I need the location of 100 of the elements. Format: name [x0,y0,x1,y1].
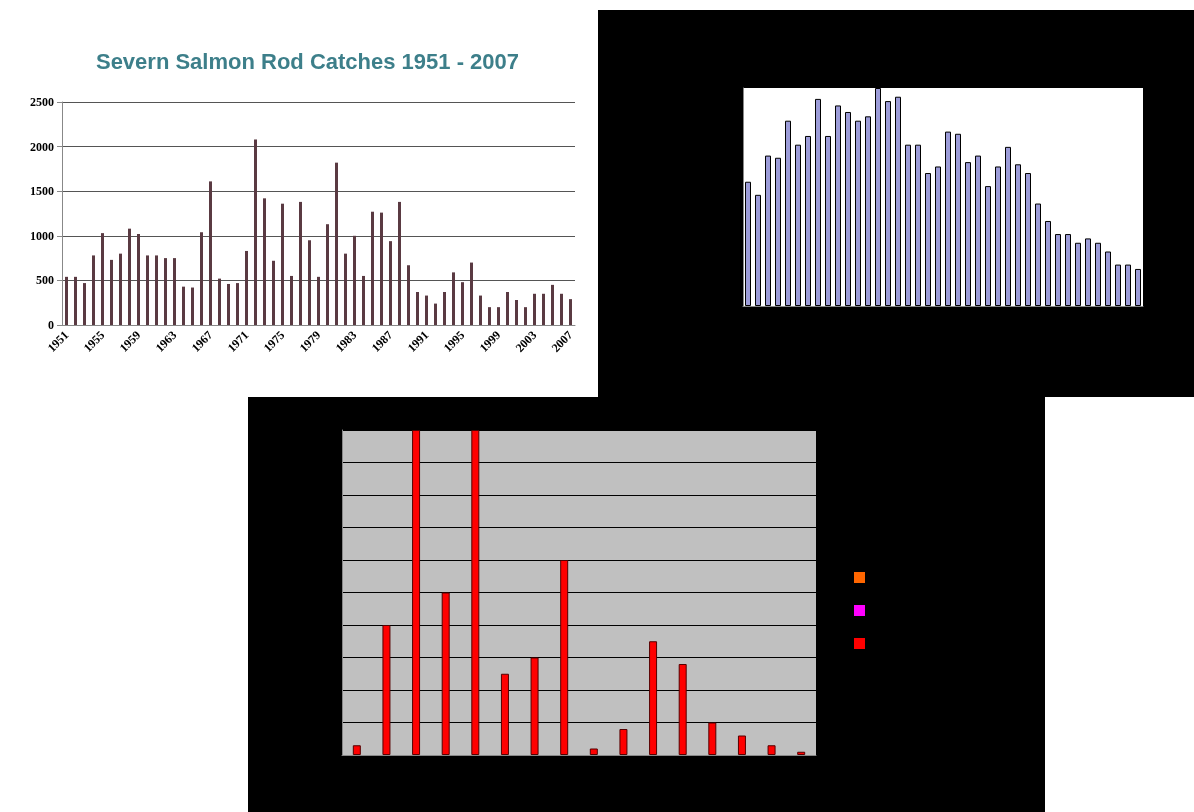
bar [1135,268,1141,306]
y-tick-label: 0 [48,318,54,332]
bar [416,292,419,325]
bar [795,144,801,306]
bar [506,292,509,325]
bar [865,116,871,306]
bar [1055,234,1061,306]
bar [227,283,230,325]
bar [245,250,248,325]
bar [825,135,831,306]
bar [146,255,149,325]
bar [471,430,480,755]
bar [164,258,167,325]
bar [1125,264,1131,306]
bar [470,262,473,325]
bar [371,211,374,325]
bar [173,258,176,325]
bar [845,111,851,306]
bar [835,105,841,306]
bar [317,276,320,325]
bar [434,303,437,325]
bar [335,162,338,325]
bar [299,201,302,325]
bar [281,203,284,325]
bar [128,228,131,325]
bar [500,673,509,755]
bar [254,139,257,325]
bar [1115,264,1121,306]
bar [515,300,518,325]
bar [137,234,140,325]
bar [461,282,464,325]
bar [1085,238,1091,306]
bar [272,260,275,325]
bar [236,283,239,325]
bar [353,235,356,325]
chart-title: Severn Salmon Rod Catches 1951 - 2007 [95,48,520,74]
bar [737,735,746,755]
bar [407,265,410,325]
bar [155,255,158,325]
bar [1105,251,1111,306]
bar [569,299,572,325]
bar [745,181,751,306]
bar [389,241,392,325]
bar [362,275,365,325]
bar [209,181,212,325]
bar [530,657,539,755]
bar [218,278,221,325]
bar [542,293,545,325]
bar [708,722,717,755]
bar [560,560,569,755]
bar [191,287,194,325]
y-tick-label: 1000 [30,228,54,243]
bar [915,144,921,306]
bar [326,224,329,325]
bar [479,295,482,325]
bar [83,283,86,325]
bar [65,276,68,325]
bar [767,745,776,755]
bar [755,194,761,306]
bar [308,240,311,325]
bar [619,729,628,755]
bar [1025,173,1031,306]
y-tick-label: 1500 [30,184,54,199]
bar [965,162,971,306]
bar [560,293,563,325]
bar [995,166,1001,306]
bar [975,155,981,306]
bar [905,144,911,306]
bar [895,96,901,306]
bar [649,641,658,755]
bar [765,155,771,306]
bar [1015,164,1021,306]
bar [488,307,491,325]
bar [1045,220,1051,306]
bar [92,255,95,325]
bar [1035,203,1041,306]
bar [425,295,428,325]
bar [101,233,104,325]
bar [533,293,536,325]
bar [875,88,881,306]
bar [524,307,527,325]
bar [1075,242,1081,306]
bar [263,198,266,325]
y-tick-label: 2000 [30,139,54,154]
bar [110,259,113,325]
bar [1005,146,1011,306]
bar [344,253,347,325]
bar [855,120,861,306]
bar [985,186,991,306]
bar [182,286,185,325]
bar [955,133,961,306]
bar [497,307,500,325]
y-tick-label: 2500 [30,95,54,109]
y-tick-label: 500 [36,273,54,288]
bar [925,173,931,306]
bar [935,166,941,306]
bar [119,253,122,325]
bar [290,275,293,325]
bar [945,131,951,306]
bar [74,276,77,325]
